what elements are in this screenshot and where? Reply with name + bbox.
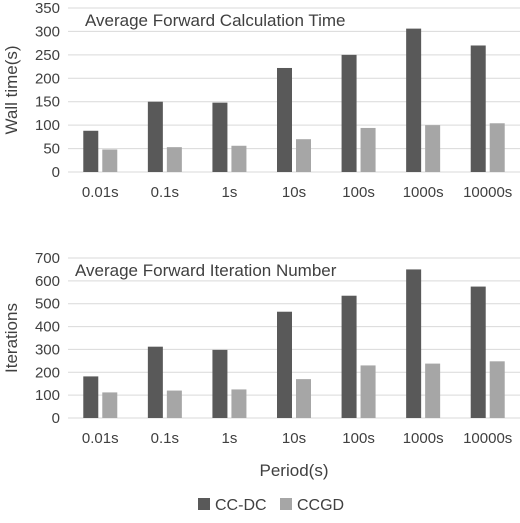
bar-cc-dc-1000s xyxy=(406,28,422,173)
bar-ccgd-100s xyxy=(360,365,376,418)
x-tick-label: 100s xyxy=(342,184,375,201)
y-axis-label: Wall time(s) xyxy=(2,45,21,134)
bar-cc-dc-0_01s xyxy=(83,376,99,418)
bar-ccgd-10s xyxy=(296,139,311,172)
y-axis-label: Iterations xyxy=(2,303,21,373)
x-tick-label: 10000s xyxy=(463,184,512,201)
y-tick-label: 300 xyxy=(35,23,60,40)
y-tick-label: 350 xyxy=(35,0,60,17)
x-tick-label: 0.01s xyxy=(82,184,119,201)
y-tick-label: 0 xyxy=(52,164,60,181)
x-tick-label: 0.1s xyxy=(151,430,179,447)
bar-cc-dc-0_01s xyxy=(83,130,99,172)
bar-cc-dc-10s xyxy=(277,311,292,418)
bar-cc-dc-1000s xyxy=(406,269,422,418)
bar-ccgd-10000s xyxy=(489,123,505,172)
bar-cc-dc-100s xyxy=(341,295,357,418)
legend: CC-DC CCGD xyxy=(198,497,344,514)
x-tick-label: 10s xyxy=(282,184,306,201)
chart-2: 0 100 200 300 400 500 600 700 0.01s 0.1s 1s 10s 100s… xyxy=(2,250,520,480)
chart-1: 0 50 100 150 200 250 300 350 0.01s 0.1s 1s 10s 100s 1… xyxy=(2,0,520,201)
legend-swatch-ccgd xyxy=(280,498,292,510)
bar-ccgd-1s xyxy=(231,389,247,418)
x-tick-label: 0.1s xyxy=(151,184,179,201)
bar-ccgd-100s xyxy=(360,127,376,172)
bar-cc-dc-10000s xyxy=(470,45,486,172)
bar-ccgd-10s xyxy=(296,379,311,418)
bar-ccgd-0_01s xyxy=(102,392,118,418)
bar-ccgd-1000s xyxy=(425,125,441,172)
x-tick-label: 0.01s xyxy=(82,430,119,447)
y-tick-label: 200 xyxy=(35,364,60,381)
y-tick-label: 200 xyxy=(35,70,60,87)
y-tick-label: 50 xyxy=(43,141,60,158)
x-tick-label: 1s xyxy=(222,184,238,201)
y-tick-label: 150 xyxy=(35,94,60,111)
bar-ccgd-0_1s xyxy=(166,147,182,172)
x-tick-label: 100s xyxy=(342,430,375,447)
x-tick-label: 1000s xyxy=(403,430,444,447)
y-tick-label: 100 xyxy=(35,387,60,404)
bar-ccgd-0_1s xyxy=(166,390,182,418)
y-tick-label: 500 xyxy=(35,296,60,313)
x-axis-label: Period(s) xyxy=(260,461,329,480)
bar-cc-dc-1s xyxy=(212,102,228,172)
x-tick-label: 1s xyxy=(222,430,238,447)
y-tick-label: 400 xyxy=(35,319,60,336)
legend-label: CCGD xyxy=(297,497,344,514)
y-tick-label: 100 xyxy=(35,117,60,134)
x-tick-label: 10000s xyxy=(463,430,512,447)
bar-cc-dc-1s xyxy=(212,349,228,418)
chart-title: Average Forward Calculation Time xyxy=(85,11,345,30)
y-tick-label: 300 xyxy=(35,341,60,358)
y-tick-label: 700 xyxy=(35,250,60,267)
x-tick-label: 10s xyxy=(282,430,306,447)
bar-ccgd-1s xyxy=(231,145,247,172)
legend-label: CC-DC xyxy=(215,497,267,514)
x-tick-label: 1000s xyxy=(403,184,444,201)
bar-cc-dc-10000s xyxy=(470,286,486,418)
bar-cc-dc-100s xyxy=(341,54,357,172)
y-tick-label: 250 xyxy=(35,47,60,64)
bar-ccgd-0_01s xyxy=(102,149,118,172)
legend-swatch-cc-dc xyxy=(198,498,210,510)
bar-cc-dc-10s xyxy=(277,67,292,172)
bar-ccgd-1000s xyxy=(425,363,441,418)
bar-ccgd-10000s xyxy=(489,361,505,418)
y-tick-label: 600 xyxy=(35,273,60,290)
y-tick-label: 0 xyxy=(52,410,60,427)
chart-title: Average Forward Iteration Number xyxy=(75,261,337,280)
bar-cc-dc-0_1s xyxy=(147,346,163,418)
bar-cc-dc-0_1s xyxy=(147,101,163,172)
